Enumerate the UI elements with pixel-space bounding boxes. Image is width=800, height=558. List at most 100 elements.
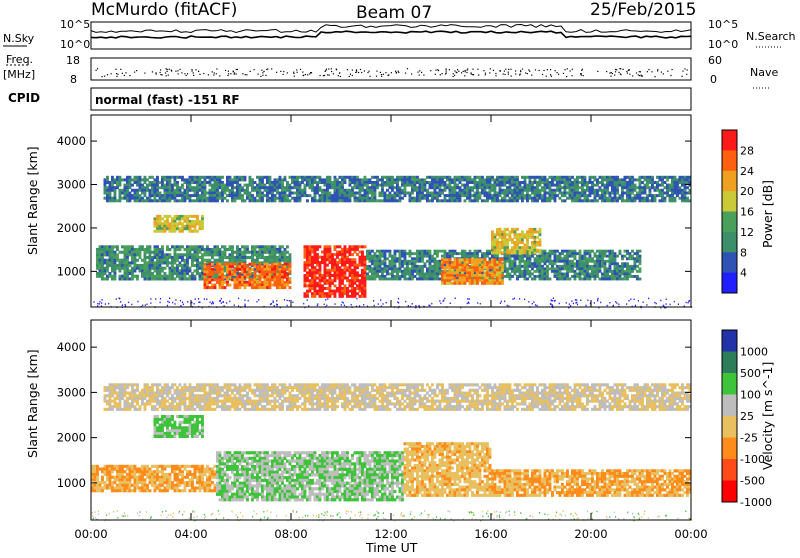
heatmap-cell xyxy=(476,282,479,285)
heatmap-cell xyxy=(134,275,137,278)
heatmap-cell xyxy=(581,260,584,263)
heatmap-cell xyxy=(366,250,369,253)
heatmap-cell xyxy=(101,256,104,259)
heatmap-cell xyxy=(411,252,414,255)
heatmap-cell xyxy=(119,197,122,200)
heatmap-cell xyxy=(529,255,532,258)
heatmap-cell xyxy=(219,259,222,262)
heatmap-cell xyxy=(161,176,164,179)
heatmap-cell xyxy=(349,279,352,282)
heatmap-cell xyxy=(449,264,452,267)
heatmap-cell xyxy=(529,228,532,231)
heatmap-cell xyxy=(331,186,334,189)
freq-dot xyxy=(636,72,637,73)
heatmap-cell xyxy=(236,197,239,200)
heatmap-cell xyxy=(286,263,289,266)
heatmap-cell xyxy=(599,176,602,179)
heatmap-cell xyxy=(356,245,359,248)
heatmap-cell xyxy=(491,258,494,261)
heatmap-cell xyxy=(346,290,349,293)
heatmap-cell xyxy=(331,279,334,282)
heatmap-cell xyxy=(244,189,247,192)
heatmap-cell xyxy=(451,199,454,202)
heatmap-cell xyxy=(236,268,239,271)
heatmap-cell xyxy=(396,194,399,197)
heatmap-cell xyxy=(616,278,619,281)
heatmap-cell xyxy=(389,252,392,255)
heatmap-cell xyxy=(491,178,494,181)
heatmap-cell xyxy=(531,246,534,249)
heatmap-cell xyxy=(364,292,367,295)
heatmap-cell xyxy=(116,176,119,179)
heatmap-cell xyxy=(334,194,337,197)
freq-dot xyxy=(116,76,117,77)
heatmap-cell xyxy=(479,194,482,197)
heatmap-cell xyxy=(444,271,447,274)
heatmap-cell xyxy=(541,199,544,202)
heatmap-cell xyxy=(376,262,379,265)
freq-dot xyxy=(234,72,235,73)
heatmap-cell xyxy=(136,194,139,197)
freq-dot xyxy=(193,72,194,73)
heatmap-cell xyxy=(454,178,457,181)
freq-dot xyxy=(120,69,121,70)
freq-dot xyxy=(657,70,658,71)
heatmap-cell xyxy=(494,266,497,269)
heatmap-cell xyxy=(354,178,357,181)
heatmap-cell xyxy=(314,266,317,269)
heatmap-cell xyxy=(556,265,559,268)
heatmap-cell xyxy=(551,252,554,255)
heatmap-cell xyxy=(151,192,154,195)
freq-dot xyxy=(287,72,288,73)
heatmap-cell xyxy=(606,260,609,263)
heatmap-cell xyxy=(266,178,269,181)
heatmap-cell xyxy=(606,270,609,273)
heatmap-cell xyxy=(526,260,529,263)
heatmap-cell xyxy=(341,290,344,293)
heatmap-cell xyxy=(249,192,252,195)
freq-dot xyxy=(651,71,652,72)
heatmap-cell xyxy=(176,199,179,202)
heatmap-cell xyxy=(271,248,274,251)
freq-dot xyxy=(626,71,627,72)
heatmap-cell xyxy=(441,266,444,269)
heatmap-cell xyxy=(126,181,129,184)
heatmap-cell xyxy=(484,258,487,261)
heatmap-cell xyxy=(174,176,177,179)
heatmap-cell xyxy=(186,192,189,195)
heatmap-cell xyxy=(431,197,434,200)
heatmap-cell xyxy=(539,255,542,258)
heatmap-cell xyxy=(149,181,152,184)
heatmap-cell xyxy=(236,176,239,179)
heatmap-cell xyxy=(364,178,367,181)
heatmap-cell xyxy=(454,199,457,202)
heatmap-cell xyxy=(199,176,202,179)
heatmap-cell xyxy=(321,189,324,192)
heatmap-cell xyxy=(154,184,157,187)
heatmap-cell xyxy=(499,282,502,285)
freq-dot xyxy=(453,76,454,77)
heatmap-cell xyxy=(214,184,217,187)
heatmap-cell xyxy=(329,192,332,195)
heatmap-cell xyxy=(259,245,262,248)
heatmap-cell xyxy=(616,255,619,258)
heatmap-cell xyxy=(496,184,499,187)
heatmap-cell xyxy=(374,199,377,202)
heatmap-cell xyxy=(149,272,152,275)
freq-dot xyxy=(355,72,356,73)
heatmap-cell xyxy=(499,176,502,179)
heatmap-cell xyxy=(304,282,307,285)
heatmap-cell xyxy=(534,251,537,254)
heatmap-cell xyxy=(269,189,272,192)
heatmap-cell xyxy=(544,192,547,195)
heatmap-cell xyxy=(104,253,107,256)
heatmap-cell xyxy=(289,281,292,284)
heatmap-cell xyxy=(606,184,609,187)
heatmap-cell xyxy=(376,250,379,253)
heatmap-cell xyxy=(486,282,489,285)
heatmap-cell xyxy=(566,270,569,273)
heatmap-cell xyxy=(404,176,407,179)
heatmap-cell xyxy=(126,186,129,189)
heatmap-cell xyxy=(394,192,397,195)
heatmap-cell xyxy=(366,252,369,255)
